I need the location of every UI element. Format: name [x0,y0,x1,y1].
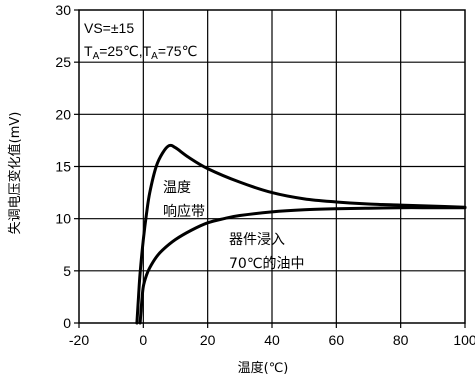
condition-temperature-label: TA=25℃,TA=75℃ [84,43,197,62]
y-tick-label: 15 [55,159,71,175]
band-annotation-line1: 温度 [163,180,191,196]
y-tick-label: 0 [63,315,71,331]
upper-band-curve [135,143,467,325]
x-tick-label: 80 [393,332,409,348]
x-tick-label: 100 [453,332,475,348]
condition-vs-label: VS=±15 [84,20,134,36]
oil-annotation-line1: 器件浸入 [229,232,285,248]
y-tick-label: 5 [63,263,71,279]
x-axis-title: 温度(℃) [238,360,289,376]
y-axis-title: 失调电压变化值(mV) [7,112,23,235]
band-annotation-line2: 响应带 [163,203,205,220]
condition-temp-sub1: A [93,51,100,62]
y-tick-label: 25 [55,54,71,70]
y-tick-label: 20 [55,106,71,122]
oil-annotation-line2: 70℃的油中 [229,256,305,272]
y-tick-label: 10 [55,211,71,227]
x-tick-label: -20 [69,332,89,348]
condition-temp-mid: =25℃,T [99,43,151,59]
y-tick-label: 30 [55,2,71,18]
condition-temp-t1: T [84,43,93,59]
x-tick-label: 20 [200,332,216,348]
x-tick-label: 0 [139,332,147,348]
x-tick-label: 40 [264,332,280,348]
x-tick-label: 60 [329,332,345,348]
condition-temp-end: =75℃ [158,43,197,59]
lower-band-curve [138,206,467,325]
condition-temp-sub2: A [151,51,158,62]
